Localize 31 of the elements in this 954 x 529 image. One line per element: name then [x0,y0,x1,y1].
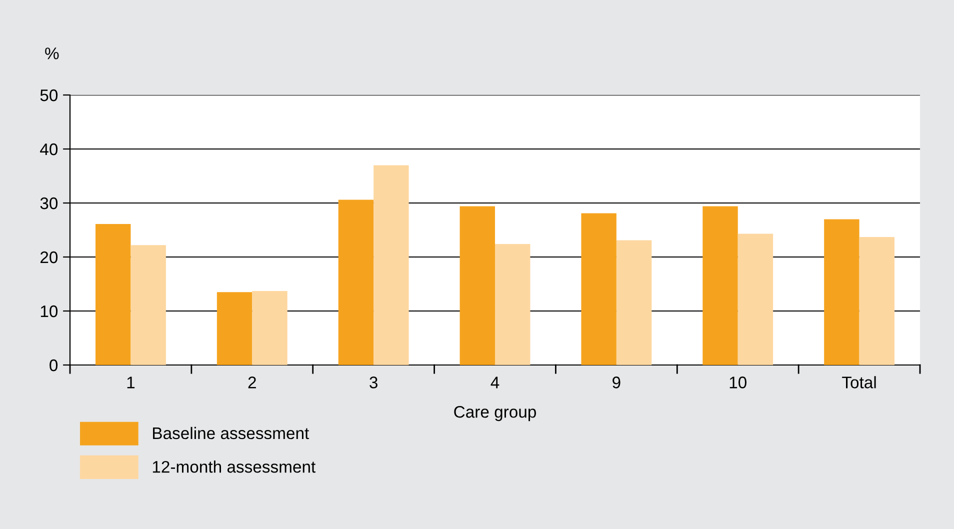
bar [859,237,894,365]
x-tick-label: 3 [370,376,378,388]
x-tick-label: Total [842,376,876,388]
bar [824,219,860,365]
bar [616,240,652,365]
bar [460,206,495,365]
y-tick-label: 30 [40,197,58,210]
bar [374,165,409,365]
y-tick-label: 0 [50,359,58,372]
y-tick-label: 40 [40,143,58,156]
x-tick-label: 1 [127,376,135,388]
x-tick-label: 10 [730,376,746,388]
bar [216,292,252,365]
y-axis-title: % [45,48,59,60]
x-tick-label: 2 [248,376,256,388]
x-axis-title: Care group [454,406,536,422]
bar [338,200,374,365]
bar [738,234,774,365]
y-tick-label: 20 [40,251,58,264]
y-tick-label: 10 [40,305,58,318]
bar [252,291,288,365]
y-tick-label: 50 [40,89,58,102]
bar [581,213,616,365]
legend-label: 12-month assessment [152,460,316,473]
legend-label: Baseline assessment [153,426,310,440]
x-tick-label: 9 [612,376,620,388]
bar [702,206,738,365]
bar [495,244,530,365]
bar [96,224,131,365]
bar [130,245,166,365]
x-tick-label: 4 [490,376,500,388]
